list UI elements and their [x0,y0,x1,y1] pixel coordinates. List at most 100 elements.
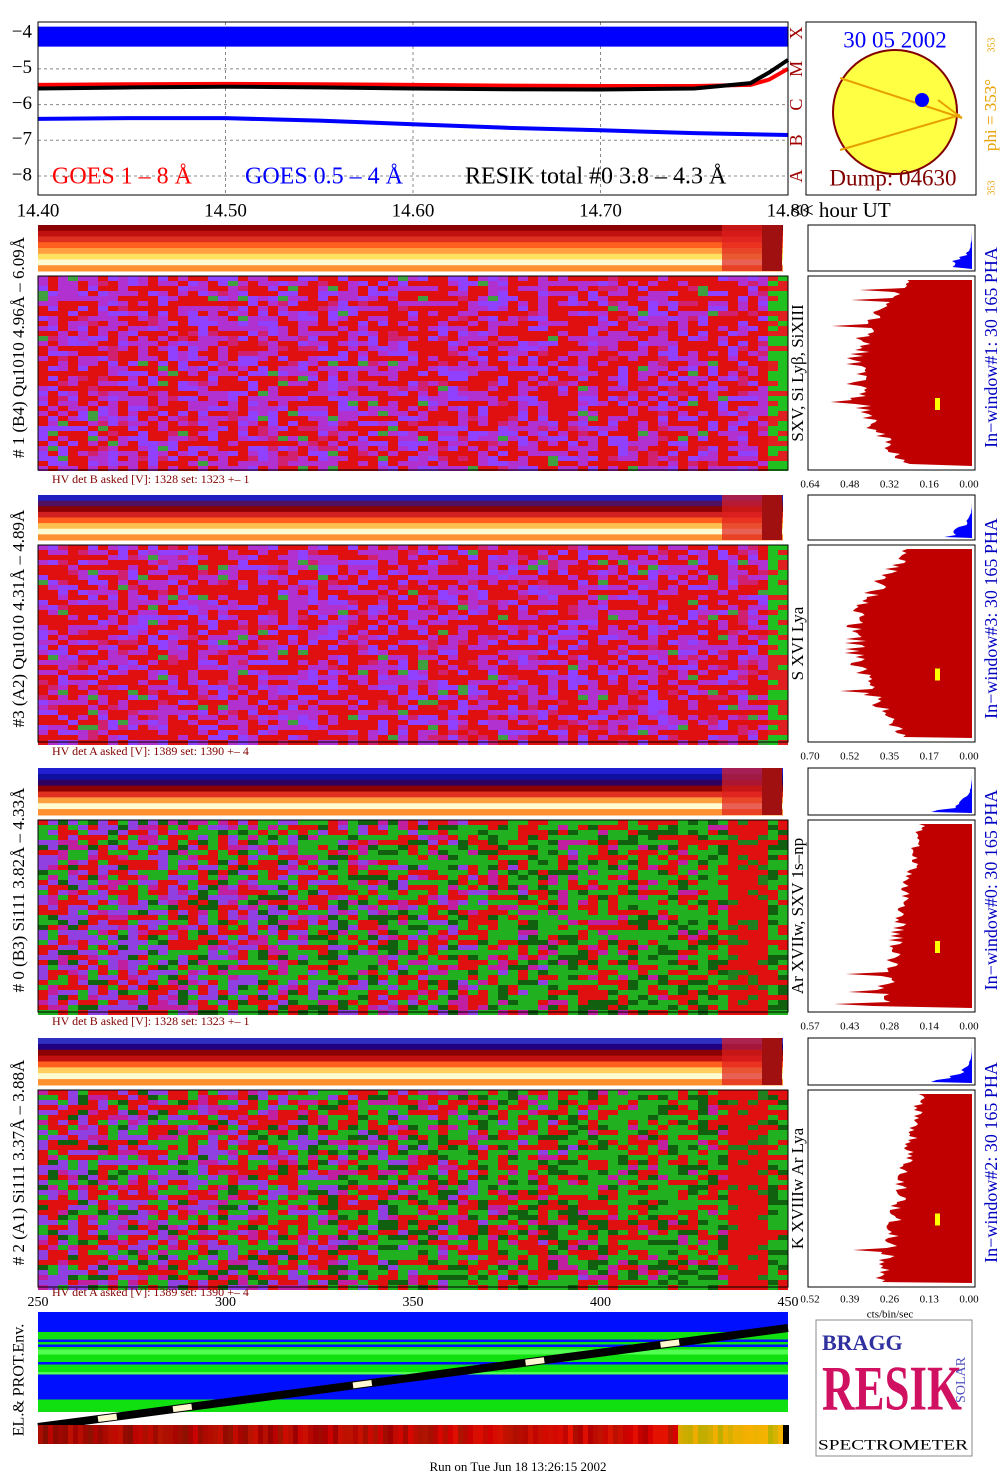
spectrogram-cell [398,286,408,291]
spectrogram-cell [758,441,768,446]
spectrogram-cell [698,386,708,391]
spectrogram-cell [358,336,368,341]
spectrogram-cell [168,326,178,331]
spectrogram-cell [478,326,488,331]
spectrogram-cell [198,590,208,595]
spectrogram-cell [228,645,238,650]
spectrogram-cell [278,605,288,610]
spectrogram-cell [38,625,48,630]
spectrogram-cell [348,570,358,575]
spectrogram-cell [648,560,658,565]
spectrogram-cell [778,386,788,391]
spectrogram-cell [658,406,668,411]
spectrogram-cell [198,426,208,431]
spectrogram-cell [318,336,328,341]
spectrogram-cell [368,645,378,650]
spectrogram-cell [228,650,238,655]
axis-arrow [839,114,961,151]
spectrogram-cell [218,545,228,550]
spectrogram-cell [728,560,738,565]
spectrogram-cell [498,351,508,356]
spectrogram-cell [48,381,58,386]
spectrogram-cell [708,640,718,645]
spectrogram-cell [288,590,298,595]
spectrogram-cell [488,670,498,675]
spectrogram-cell [278,451,288,456]
spectrogram-cell [688,640,698,645]
spectrogram-cell [258,346,268,351]
spectrogram-cell [528,356,538,361]
spectrogram-cell [568,316,578,321]
spectrogram-cell [758,456,768,461]
spectrogram-cell [168,351,178,356]
series-line [37,58,790,92]
spectrogram-cell [388,426,398,431]
spectrogram-cell [698,336,708,341]
spectrogram-cell [218,336,228,341]
spectrogram-cell [408,301,418,306]
spectrogram-cell [228,396,238,401]
spectrogram-cell [318,286,328,291]
spectrogram-cell [238,376,248,381]
spectrogram-cell [668,321,678,326]
spectrogram-cell [98,401,108,406]
spectrogram-cell [78,600,88,605]
spectrogram-cell [298,411,308,416]
spectrogram-cell [88,356,98,361]
spectrogram-cell [108,296,118,301]
spectrogram-cell [348,386,358,391]
spectrogram-cell [88,466,98,471]
spectrogram-cell [678,426,688,431]
spectrogram-cell [158,655,168,660]
spectrogram-cell [648,376,658,381]
spectrogram-cell [178,416,188,421]
spectrogram-cell [158,565,168,570]
spectrogram-cell [68,381,78,386]
spectrogram-cell [498,570,508,575]
spectrogram-cell [138,411,148,416]
spectrogram-cell [408,640,418,645]
spectrogram-cell [78,575,88,580]
spectrogram-cell [218,461,228,466]
spectrogram-cell [48,605,58,610]
spectrogram-cell [238,560,248,565]
spectrogram-cell [748,421,758,426]
spectrogram-cell [568,396,578,401]
spectrogram-cell [108,670,118,675]
spectrogram-cell [688,311,698,316]
spectrogram-cell [468,625,478,630]
spectrogram-cell [38,291,48,296]
spectrogram-cell [168,645,178,650]
spectrogram-cell [218,291,228,296]
spectrogram-cell [418,595,428,600]
spectrogram-cell [648,426,658,431]
spectrogram-cell [198,406,208,411]
spectrogram-cell [738,416,748,421]
spectrogram-cell [448,451,458,456]
spectrogram-cell [198,461,208,466]
spectrogram-cell [368,301,378,306]
spectrogram-cell [638,396,648,401]
spectrogram-cell [408,376,418,381]
spectrogram-cell [608,560,618,565]
spectrogram-cell [538,600,548,605]
spectrogram-cell [288,321,298,326]
spectrogram-cell [118,620,128,625]
spectrogram-cell [768,356,778,361]
spectrogram-cell [378,386,388,391]
spectrogram-cell [738,570,748,575]
spectrogram-cell [728,550,738,555]
spectrogram-cell [258,296,268,301]
spectrogram-cell [108,306,118,311]
spectrogram-cell [128,595,138,600]
spectrogram-cell [88,570,98,575]
spectrogram-cell [88,381,98,386]
spectrogram-cell [198,341,208,346]
spectrogram-cell [148,296,158,301]
spectrogram-cell [258,291,268,296]
spectrogram-cell [678,565,688,570]
spectrogram-cell [508,575,518,580]
spectrogram-cell [608,411,618,416]
spectrogram-cell [708,670,718,675]
spectrogram-cell [358,650,368,655]
